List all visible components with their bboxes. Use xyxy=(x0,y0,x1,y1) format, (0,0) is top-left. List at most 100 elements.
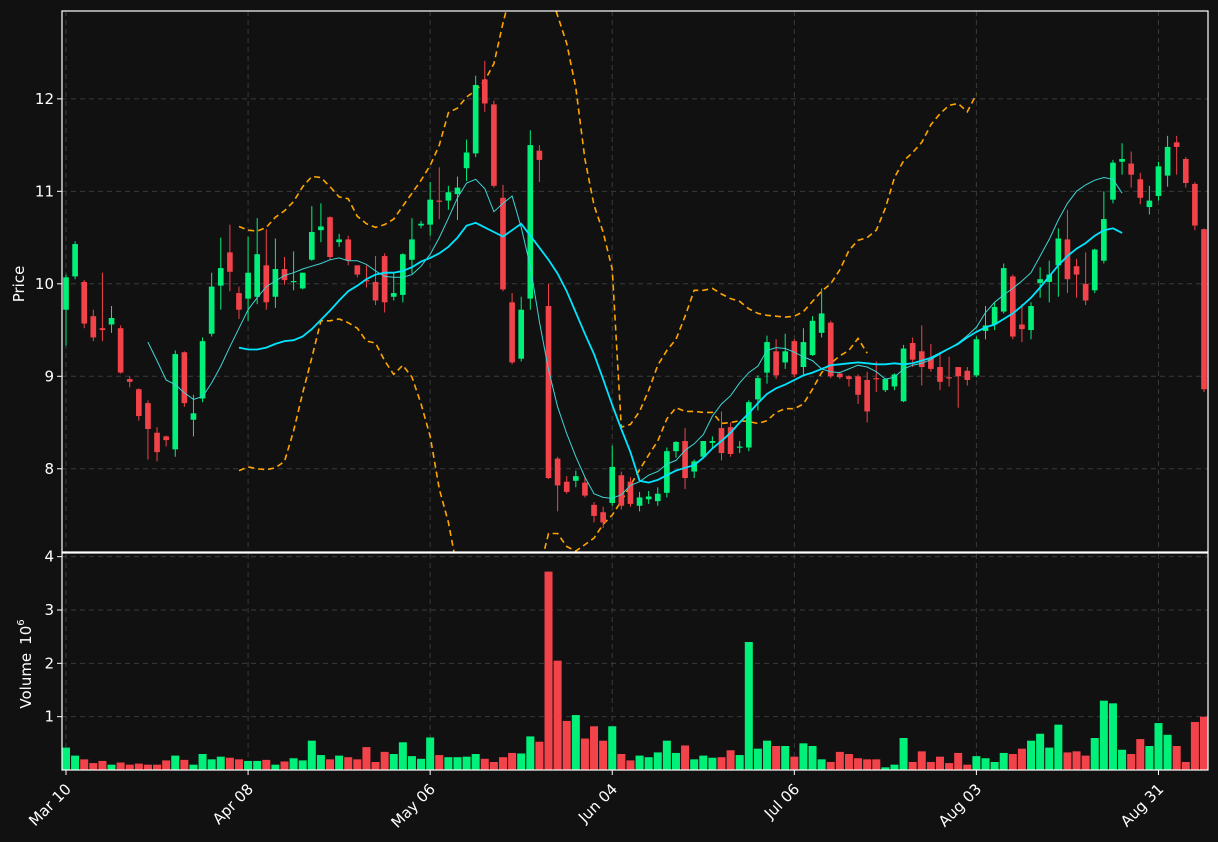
volume-bar xyxy=(844,754,853,770)
volume-bar xyxy=(781,746,790,770)
candle-body xyxy=(509,302,515,363)
volume-bar xyxy=(216,756,225,770)
volume-bar xyxy=(553,660,562,770)
candle-body xyxy=(709,441,716,443)
upper-band-line xyxy=(238,11,978,429)
candle-body xyxy=(227,252,233,272)
volume-bar xyxy=(234,759,243,770)
candle-body xyxy=(791,341,798,375)
candle-body xyxy=(445,192,452,201)
volume-bar xyxy=(116,762,125,770)
volume-bar xyxy=(899,738,908,770)
volume-tick-label: 4 xyxy=(44,548,54,566)
volume-bar xyxy=(407,756,416,770)
candle-body xyxy=(172,354,179,450)
candle-body xyxy=(782,351,789,363)
volume-bar xyxy=(1154,723,1163,770)
candle-body xyxy=(327,217,333,257)
volume-bar xyxy=(626,760,635,770)
candle-body xyxy=(1037,279,1043,283)
candle-body xyxy=(308,232,315,260)
volume-tick-label: 2 xyxy=(44,654,54,672)
candle-body xyxy=(573,476,579,481)
candle-body xyxy=(1082,283,1089,301)
candle-body xyxy=(409,239,415,260)
volume-bar xyxy=(298,760,307,770)
volume-bar xyxy=(480,758,489,770)
volume-bar xyxy=(225,757,234,770)
candle-body xyxy=(427,199,433,225)
volume-bar xyxy=(134,763,143,770)
volume-y-ticks: 1 2 3 4 xyxy=(44,548,62,726)
volume-bar xyxy=(699,755,708,770)
candle-body xyxy=(400,254,406,295)
volume-bar xyxy=(253,760,262,770)
candle-body xyxy=(217,268,224,286)
volume-bar xyxy=(1017,748,1026,770)
candle-body xyxy=(1028,306,1034,331)
volume-bar xyxy=(717,757,726,770)
candle-body xyxy=(991,306,998,325)
volume-bar xyxy=(371,762,380,770)
volume-bar xyxy=(180,759,189,770)
candle-body xyxy=(454,187,461,195)
price-plot-area xyxy=(63,11,1207,552)
price-tick-label: 11 xyxy=(35,182,54,200)
volume-bar xyxy=(1118,749,1127,770)
slow-moving-average-line xyxy=(238,221,1123,484)
volume-bar xyxy=(162,760,171,770)
candle-body xyxy=(1128,163,1134,175)
candle-body xyxy=(536,150,543,160)
candle-body xyxy=(181,352,188,404)
volume-bar xyxy=(444,757,453,770)
volume-bar xyxy=(872,759,881,770)
candle-body xyxy=(645,496,652,500)
bollinger-bands xyxy=(238,11,978,552)
candle-body xyxy=(190,413,197,420)
volume-bar xyxy=(1127,754,1136,770)
volume-axis-exponent-base: 10 xyxy=(17,626,35,645)
volume-bar xyxy=(471,754,480,770)
volume-bar xyxy=(1108,703,1117,770)
volume-bar xyxy=(1027,740,1036,770)
volume-bar xyxy=(498,757,507,770)
volume-bar xyxy=(389,754,398,770)
volume-bar xyxy=(435,755,444,770)
volume-bar xyxy=(945,763,954,770)
candle-body xyxy=(664,451,670,493)
volume-bar xyxy=(817,759,826,770)
candle-body xyxy=(873,378,880,380)
volume-bar xyxy=(562,720,571,770)
volume-bar xyxy=(353,759,362,770)
candle-body xyxy=(609,466,616,503)
candle-body xyxy=(1091,249,1098,291)
candles xyxy=(63,60,1207,528)
volume-bar xyxy=(1190,722,1199,770)
volume-bar xyxy=(98,760,107,770)
candle-body xyxy=(654,493,661,502)
candle-body xyxy=(372,281,379,301)
volume-bar xyxy=(125,764,134,770)
candle-body xyxy=(72,244,78,277)
price-tick-label: 8 xyxy=(44,460,54,478)
volume-bar xyxy=(1172,746,1181,770)
volume-bar xyxy=(307,740,316,770)
candle-body xyxy=(117,328,124,373)
candle-body xyxy=(800,342,807,368)
volume-axis-label: Volume 106 xyxy=(16,619,35,708)
volume-bar xyxy=(662,740,671,770)
candle-body xyxy=(381,256,388,303)
candle-body xyxy=(518,309,525,359)
candle-body xyxy=(736,446,743,448)
lower-band-line xyxy=(238,318,868,552)
candle-body xyxy=(755,378,761,400)
candle-body xyxy=(946,377,952,379)
volume-bar xyxy=(808,746,817,770)
candle-body xyxy=(673,441,679,452)
volume-bar xyxy=(908,762,917,770)
candle-body xyxy=(627,481,634,504)
candle-body xyxy=(973,339,980,376)
candle-body xyxy=(236,293,242,310)
volume-bar xyxy=(462,756,471,770)
